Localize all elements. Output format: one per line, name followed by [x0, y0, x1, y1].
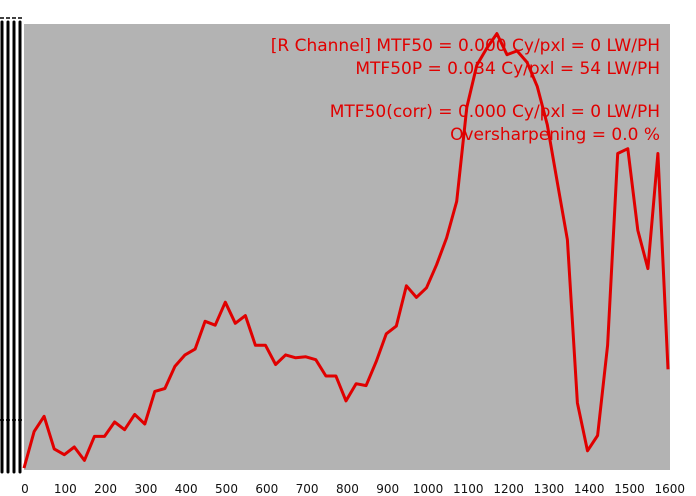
left-edge-bars — [0, 17, 22, 474]
x-tick-label: 1000 — [412, 482, 444, 496]
x-tick-label: 500 — [215, 482, 238, 496]
plot-area — [24, 24, 670, 470]
x-tick-label: 900 — [376, 482, 400, 496]
x-axis-ticks: 0 100 200 300 400 500 600 700 800 900 1000 1100 1200… — [0, 476, 696, 496]
x-tick-label: 700 — [295, 482, 319, 496]
x-tick-label: 1600 — [654, 482, 686, 496]
chart-svg — [22, 32, 670, 469]
mtf-series-line — [22, 32, 670, 469]
x-tick-label: 1100 — [453, 482, 484, 496]
x-tick-label: 200 — [94, 482, 118, 496]
x-tick-label: 600 — [255, 482, 279, 496]
annotation-line-3: MTF50(corr) = 0.000 Cy/pxl = 0 LW/PH — [329, 102, 660, 122]
x-tick-label: 1500 — [614, 482, 645, 496]
x-tick-label: 1300 — [533, 482, 565, 496]
x-tick-label: 1400 — [573, 482, 605, 496]
x-tick-label: 800 — [335, 482, 359, 496]
x-tick-label: 400 — [174, 482, 198, 496]
annotation-line-1: [R Channel] MTF50 = 0.000 Cy/pxl = 0 LW/… — [270, 36, 660, 56]
x-tick-label: 300 — [134, 482, 158, 496]
x-tick-label: 1200 — [493, 482, 524, 496]
x-tick-label: 100 — [53, 482, 77, 496]
annotation-line-2: MTF50P = 0.034 Cy/pxl = 54 LW/PH — [355, 59, 660, 79]
x-tick-label: 0 — [21, 482, 29, 496]
annotation-line-4: Oversharpening = 0.0 % — [450, 125, 660, 145]
series-layer — [22, 32, 670, 469]
